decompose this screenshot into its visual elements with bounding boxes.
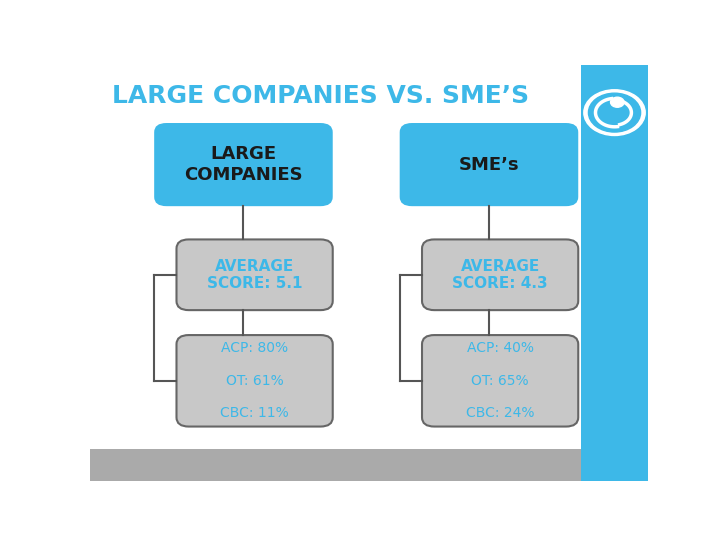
FancyBboxPatch shape [581,65,648,481]
FancyBboxPatch shape [90,449,581,481]
FancyBboxPatch shape [154,123,333,206]
FancyBboxPatch shape [400,123,578,206]
Circle shape [611,97,624,107]
FancyBboxPatch shape [176,239,333,310]
Circle shape [584,90,645,136]
Text: SME’s: SME’s [459,156,519,173]
Text: AVERAGE
SCORE: 5.1: AVERAGE SCORE: 5.1 [207,259,302,291]
FancyBboxPatch shape [422,335,578,427]
FancyBboxPatch shape [176,335,333,427]
Text: ACP: 40%

OT: 65%

CBC: 24%: ACP: 40% OT: 65% CBC: 24% [466,341,534,420]
Text: AVERAGE
SCORE: 4.3: AVERAGE SCORE: 4.3 [452,259,548,291]
Text: ACP: 80%

OT: 61%

CBC: 11%: ACP: 80% OT: 61% CBC: 11% [220,341,289,420]
FancyBboxPatch shape [422,239,578,310]
Circle shape [588,93,641,132]
Text: LARGE
COMPANIES: LARGE COMPANIES [184,145,303,184]
Text: LARGE COMPANIES VS. SME’S: LARGE COMPANIES VS. SME’S [112,84,529,107]
